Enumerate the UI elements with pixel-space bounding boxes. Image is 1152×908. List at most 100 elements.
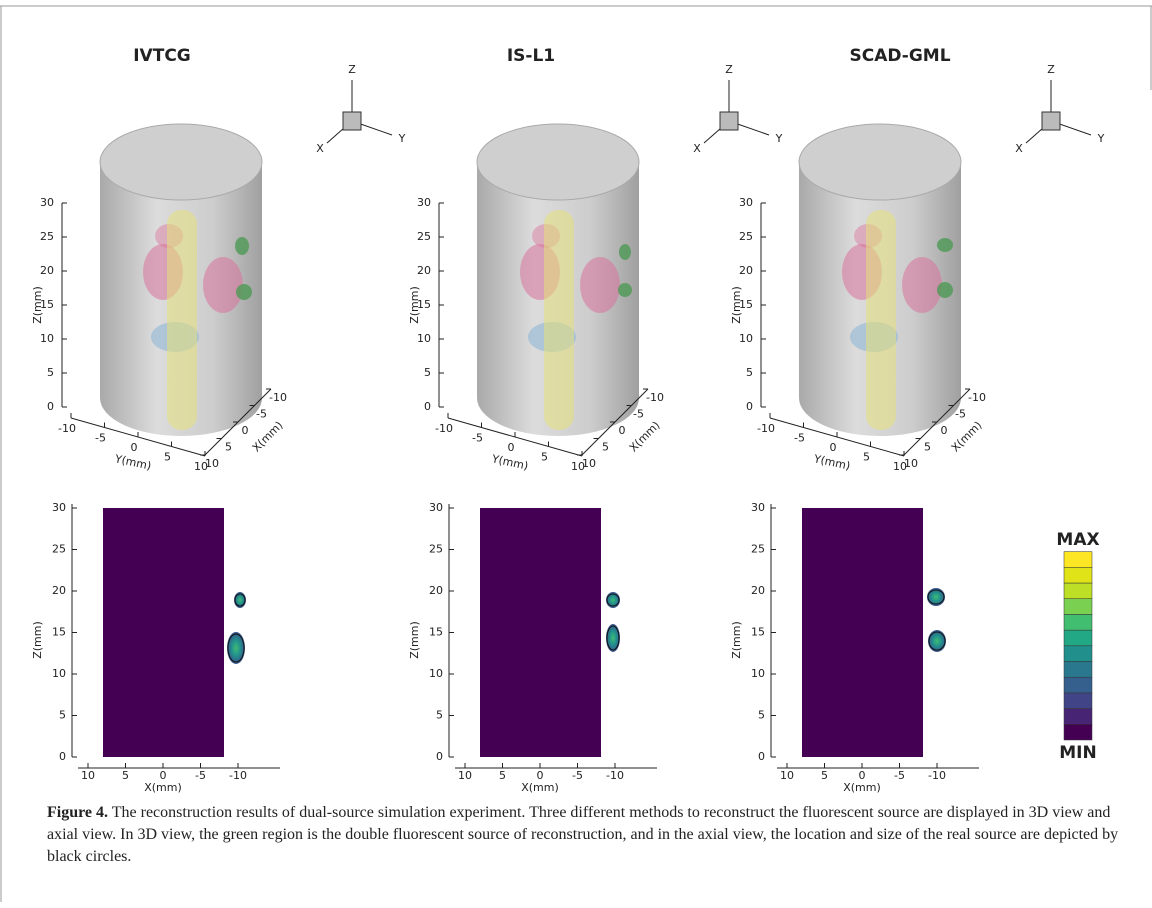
caption-text: The reconstruction results of dual-sourc… [47,804,1118,865]
tick-label: 30 [40,196,54,209]
tick-label: -5 [633,408,644,421]
tick-label: -10 [269,391,287,404]
reconstructed-source [619,244,631,260]
axis-label: X(mm) [949,419,985,455]
colorbar-step [1064,693,1092,709]
organ [203,257,243,313]
tick-label: 0 [619,424,626,437]
tick-label: 25 [40,230,54,243]
axis-label: Z(mm) [730,621,743,659]
tick-label: 0 [131,441,138,454]
panel-title: IS-L1 [507,46,555,66]
axis-label: Z(mm) [31,286,44,324]
colorbar-step [1064,709,1092,725]
tick-label: -10 [928,769,946,782]
triad-cube [343,112,361,130]
tick-label: -5 [256,408,267,421]
tick-label: 10 [458,769,472,782]
tick-label: -10 [606,769,624,782]
triad-label: X [316,142,324,155]
axial-slice [802,508,923,757]
tick-label: 20 [417,264,431,277]
tick-label: 0 [758,750,765,763]
organ [580,257,620,313]
tick-label: -5 [472,432,483,445]
tick-label: 5 [47,366,54,379]
tick-label: -10 [646,391,664,404]
tick-label: -10 [968,391,986,404]
organ-column [866,210,896,430]
tick-label: 10 [780,769,794,782]
tick-label: 20 [751,584,765,597]
colorbar-step [1064,677,1092,693]
reconstructed-source [606,624,620,652]
tick-label: 0 [436,750,443,763]
colorbar-step [1064,662,1092,678]
axis-label: X(mm) [627,419,663,455]
tick-label: 5 [602,441,609,454]
tick-label: 0 [59,750,66,763]
axial-slice [480,508,601,757]
triad-cube [720,112,738,130]
tick-label: 10 [904,457,918,470]
axis-label: Z(mm) [730,286,743,324]
tick-label: 0 [47,400,54,413]
tick-label: 30 [429,501,443,514]
triad-label: Y [398,132,406,145]
triad-cube [1042,112,1060,130]
tick-label: 15 [429,626,443,639]
axial-slice [103,508,224,757]
tick-label: 10 [81,769,95,782]
tick-label: 0 [941,424,948,437]
organ-column [544,210,574,430]
reconstructed-source [937,282,953,298]
triad-label: Y [1097,132,1105,145]
tick-label: 20 [429,584,443,597]
reconstructed-source [236,284,252,300]
axis-label: X(mm) [144,781,182,794]
tick-label: 25 [751,543,765,556]
axis-label: Z(mm) [31,621,44,659]
colorbar-step [1064,567,1092,583]
tick-label: 5 [758,709,765,722]
tick-label: 10 [417,332,431,345]
tick-label: 20 [40,264,54,277]
reconstructed-source [928,630,946,652]
panel-title: SCAD-GML [849,46,950,66]
figure: IVTCGZYX051015202530Z(mm)-10-50510Y(mm)1… [0,0,1152,908]
axis-label: Z(mm) [408,621,421,659]
tick-label: 10 [751,667,765,680]
colorbar-step [1064,724,1092,740]
tick-label: 25 [429,543,443,556]
tick-label: -5 [195,769,206,782]
tick-label: -10 [435,422,453,435]
tick-label: 5 [59,709,66,722]
axis-label: Y(mm) [113,452,153,473]
tick-label: 10 [40,332,54,345]
triad-label: X [1015,142,1023,155]
cylinder-top [100,124,262,200]
tick-label: 15 [52,626,66,639]
tick-label: -10 [229,769,247,782]
tick-label: 0 [746,400,753,413]
colorbar-max: MAX [1056,530,1099,550]
reconstructed-source [937,238,953,252]
tick-label: 5 [746,366,753,379]
tick-label: 5 [924,441,931,454]
tick-label: -10 [58,422,76,435]
reconstructed-source [618,283,632,297]
tick-label: 10 [739,332,753,345]
tick-label: -5 [572,769,583,782]
tick-label: -5 [794,432,805,445]
tick-label: 5 [863,451,870,464]
axis-label: Y(mm) [490,452,530,473]
axis-label: Y(mm) [812,452,852,473]
tick-label: 25 [739,230,753,243]
tick-label: 30 [751,501,765,514]
caption: Figure 4. The reconstruction results of … [47,802,1132,868]
colorbar-step [1064,614,1092,630]
figure-graphic: IVTCGZYX051015202530Z(mm)-10-50510Y(mm)1… [0,0,1152,908]
colorbar-step [1064,552,1092,568]
tick-label: 5 [499,769,506,782]
triad-label: Z [1047,63,1055,76]
